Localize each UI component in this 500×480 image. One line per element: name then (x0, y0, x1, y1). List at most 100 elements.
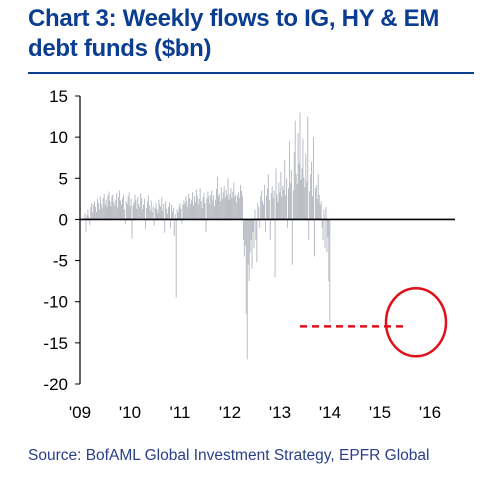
bar (310, 174, 312, 220)
bar (168, 202, 170, 220)
bar (326, 219, 328, 253)
y-tick-label: -20 (43, 375, 68, 394)
bar (272, 198, 274, 220)
bar (160, 207, 162, 220)
bar (312, 196, 314, 220)
bar (256, 219, 258, 263)
bar (159, 204, 161, 220)
bar (276, 194, 278, 220)
bar (126, 203, 128, 220)
bar (131, 219, 133, 239)
bar (109, 201, 111, 220)
bar (185, 196, 187, 220)
bar (216, 188, 218, 220)
bar (133, 202, 135, 220)
bar (319, 204, 321, 220)
bar (129, 206, 131, 220)
bar (211, 190, 213, 220)
bar (311, 161, 313, 220)
bar (237, 195, 239, 220)
bar (101, 207, 103, 220)
bar (254, 209, 256, 220)
bar (140, 193, 142, 220)
bar (255, 219, 257, 240)
bar (190, 203, 192, 220)
bar (212, 200, 214, 220)
bar (97, 202, 99, 220)
bar (117, 207, 119, 220)
bar (247, 219, 249, 265)
bar (171, 212, 173, 220)
bar (142, 209, 144, 220)
bar (168, 207, 170, 220)
bar (154, 207, 156, 220)
bar (145, 207, 147, 220)
bar (187, 207, 189, 220)
bar (260, 196, 262, 220)
bar (289, 183, 291, 220)
bar (293, 151, 295, 220)
bar (323, 209, 325, 220)
bar (258, 207, 260, 220)
bar (106, 207, 108, 220)
bar (99, 196, 101, 220)
bar (182, 204, 184, 220)
bar (155, 202, 157, 220)
bar (233, 182, 235, 220)
bar (130, 198, 132, 220)
bar (119, 190, 121, 220)
bar (197, 204, 199, 220)
bar (90, 207, 92, 220)
bar (107, 195, 109, 220)
x-tick-label: '10 (119, 403, 141, 422)
bar (202, 197, 204, 220)
bar (328, 219, 330, 282)
bar (283, 189, 285, 220)
bar (236, 202, 238, 220)
bar (147, 195, 149, 220)
bar (252, 219, 254, 232)
bar (210, 194, 212, 220)
bar (88, 216, 90, 220)
bar (251, 219, 253, 269)
bar (91, 202, 93, 220)
bar (267, 174, 269, 220)
bar (163, 203, 165, 220)
bar (204, 202, 206, 220)
bar (292, 190, 294, 220)
bar (282, 185, 284, 220)
bar (189, 198, 191, 220)
bar (238, 192, 240, 220)
bar (299, 112, 301, 220)
bar (280, 171, 282, 220)
bar (214, 206, 216, 220)
bar (139, 207, 141, 220)
bar (240, 190, 242, 220)
bar (298, 163, 300, 220)
bar (177, 212, 179, 220)
bar (269, 219, 271, 240)
bar (164, 219, 166, 233)
bar (309, 191, 311, 220)
bar (192, 205, 194, 220)
bar (264, 184, 266, 220)
y-tick-label: 5 (59, 169, 68, 188)
bar (294, 120, 296, 220)
bar (112, 194, 114, 220)
bar (137, 197, 139, 220)
bar (150, 200, 152, 220)
bar (146, 201, 148, 220)
bar (291, 219, 293, 265)
bar (151, 212, 153, 220)
bar (222, 192, 224, 220)
bar (188, 193, 190, 220)
bar (248, 219, 250, 282)
bar (120, 200, 122, 220)
bar (194, 202, 196, 220)
bar (178, 206, 180, 220)
bar (149, 210, 151, 220)
chart-plot: 15 10 5 0 -5 -10 -15 -20'09 '10 '11 '12 '13 '14 '15 '1… (43, 87, 455, 422)
bar (262, 201, 264, 220)
bar (135, 199, 137, 220)
bar (268, 199, 270, 220)
